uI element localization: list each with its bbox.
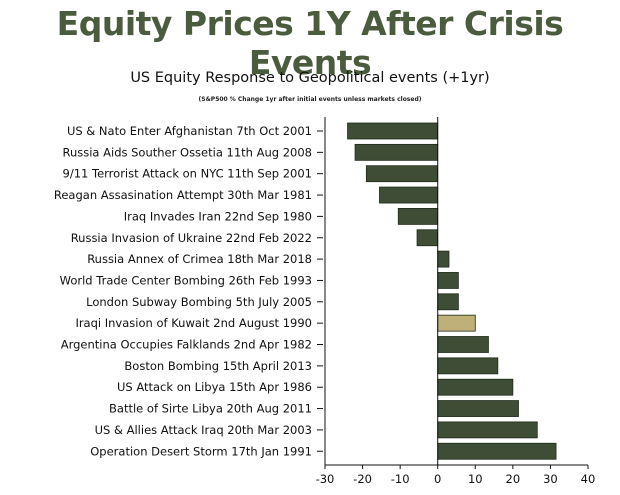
bar-8 [437,293,459,311]
bar-0 [347,122,439,140]
bar-14 [437,421,538,439]
category-label-12: US Attack on Libya 15th Apr 1986 [117,380,312,394]
category-label-10: Argentina Occupies Falklands 2nd Apr 198… [61,338,312,352]
category-label-1: Russia Aids Souther Ossetia 11th Aug 200… [62,145,312,159]
bar-9 [437,314,476,332]
bar-4 [397,207,439,225]
x-tick-label-4: 10 [468,472,483,486]
category-label-8: London Subway Bombing 5th July 2005 [86,295,312,309]
x-tick-label-0: -30 [316,472,335,486]
bar-6 [437,250,450,268]
chart-subtitle: US Equity Response to Geopolitical event… [130,70,490,86]
category-label-7: World Trade Center Bombing 26th Feb 1993 [60,273,312,287]
bar-1 [354,143,439,161]
chart-title: Equity Prices 1Y After Crisis Events [56,4,564,82]
x-tick-label-3: 0 [434,472,441,486]
bar-2 [365,165,439,183]
bar-11 [437,357,499,375]
category-label-15: Operation Desert Storm 17th Jan 1991 [90,444,312,458]
bar-13 [437,400,519,417]
bars-layer [347,122,557,460]
category-label-11: Boston Bombing 15th April 2013 [124,359,312,373]
x-tick-label-1: -20 [353,472,372,486]
category-label-3: Reagan Assasination Attempt 30th Mar 198… [54,188,312,202]
bar-5 [416,229,439,247]
category-label-2: 9/11 Terrorist Attack on NYC 11th Sep 20… [63,167,312,181]
bar-10 [437,336,489,353]
bar-7 [437,272,459,289]
x-axis: -30 -20 -10 0 10 20 30 40 [316,117,596,486]
category-label-0: US & Nato Enter Afghanistan 7th Oct 2001 [67,124,312,138]
category-label-9: Iraqi Invasion of Kuwait 2nd August 1990 [75,316,312,330]
bar-15 [437,442,557,460]
category-label-14: US & Allies Attack Iraq 20th Mar 2003 [95,423,312,437]
chart-note: (S&P500 % Change 1yr after initial event… [198,96,422,103]
category-label-5: Russia Invasion of Ukraine 22nd Feb 2022 [71,231,312,245]
category-label-6: Russia Annex of Crimea 18th Mar 2018 [87,252,312,266]
category-labels: US & Nato Enter Afghanistan 7th Oct 2001… [54,124,323,458]
bar-12 [437,378,514,396]
x-tick-label-6: 30 [543,472,558,486]
x-tick-label-2: -10 [391,472,410,486]
x-tick-label-5: 20 [506,472,521,486]
category-label-13: Battle of Sirte Libya 20th Aug 2011 [109,402,312,416]
bar-3 [379,186,439,204]
category-label-4: Iraq Invades Iran 22nd Sep 1980 [124,209,312,223]
x-tick-label-7: 40 [581,472,596,486]
